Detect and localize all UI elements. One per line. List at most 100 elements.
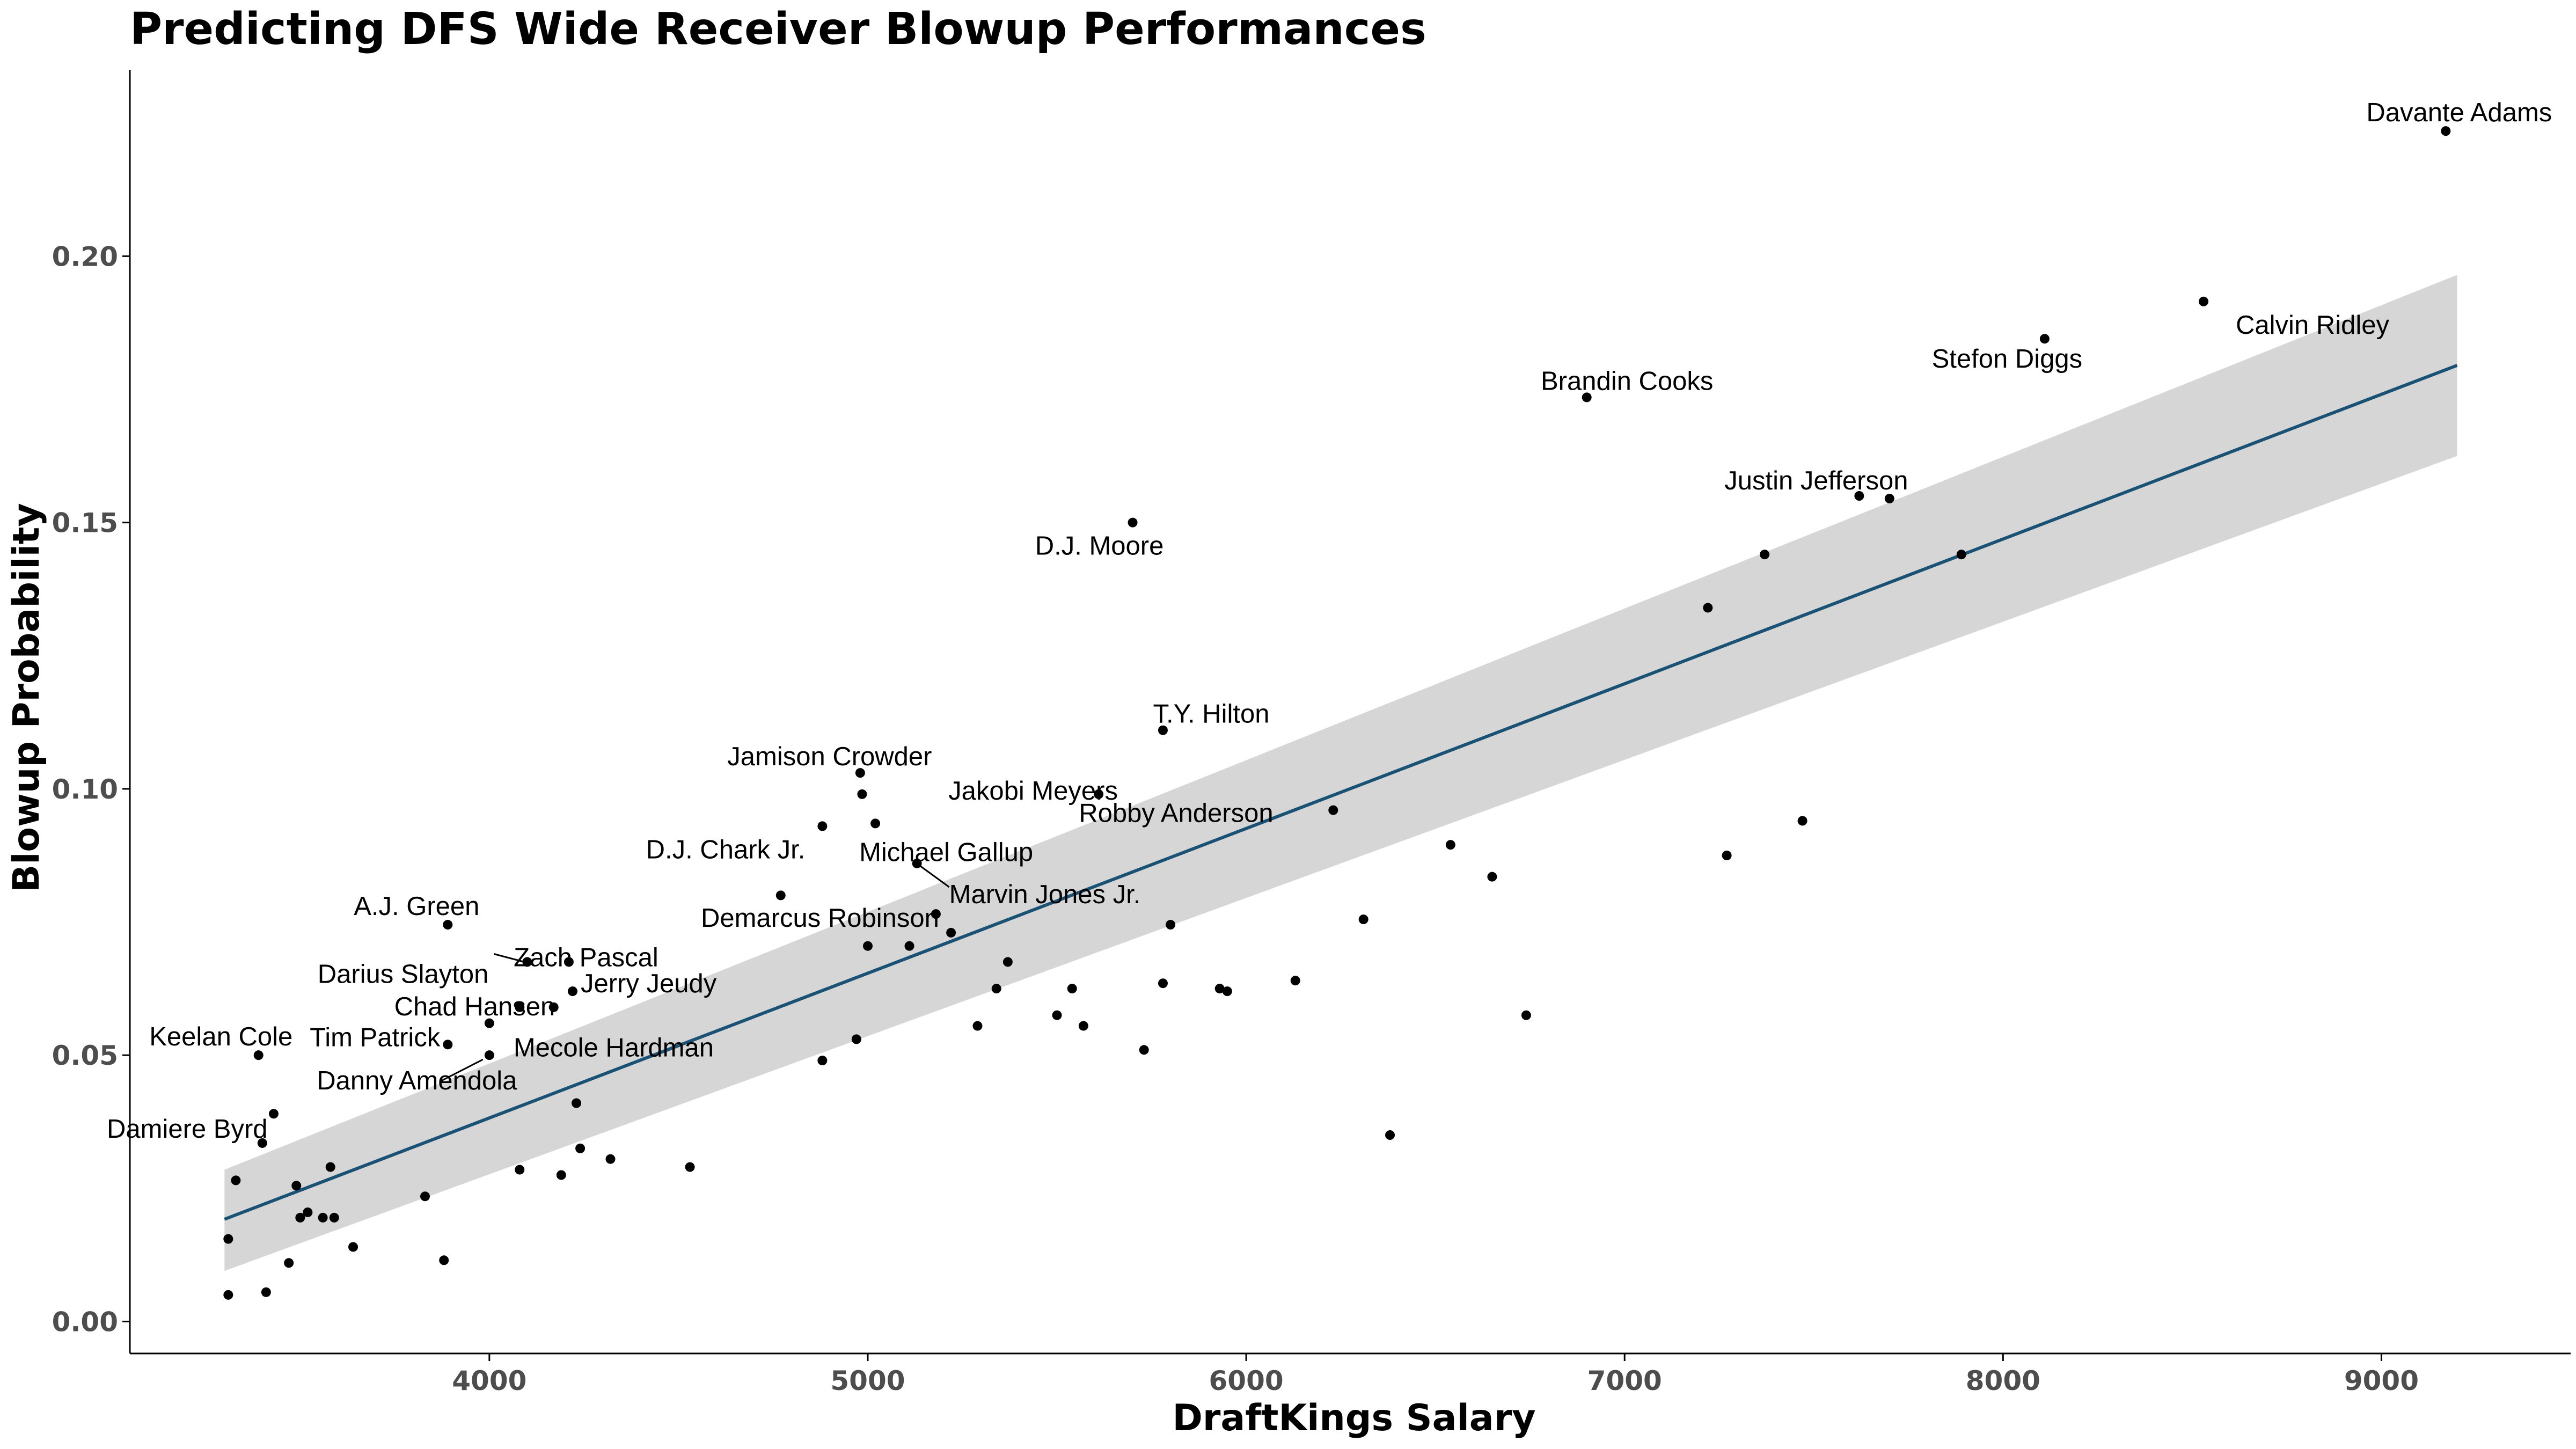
data-point <box>775 890 786 901</box>
chart-title: Predicting DFS Wide Receiver Blowup Perf… <box>130 4 1426 55</box>
data-point <box>1956 550 1966 560</box>
point-label: D.J. Chark Jr. <box>646 835 806 864</box>
data-point <box>1582 392 1592 402</box>
data-point <box>291 1181 302 1191</box>
label-leader-line <box>919 865 950 888</box>
data-point <box>567 986 577 997</box>
point-label: Stefon Diggs <box>1932 345 2083 374</box>
data-point <box>685 1162 695 1172</box>
data-point <box>1760 550 1770 560</box>
data-point <box>515 1002 525 1012</box>
data-point <box>855 768 865 778</box>
plot-area: 4000 5000 6000 7000 8000 9000 0.00 0.05 0.10 0.15… <box>52 70 2571 1396</box>
y-tick-label: 0.15 <box>52 508 118 539</box>
data-point <box>1139 1045 1149 1055</box>
data-point <box>1128 517 1138 528</box>
data-point <box>817 821 828 831</box>
point-label: Michael Gallup <box>859 838 1033 867</box>
data-point <box>1854 491 1864 501</box>
data-point <box>329 1212 339 1223</box>
y-tick-label: 0.20 <box>52 241 118 272</box>
x-tick-label: 4000 <box>452 1365 526 1396</box>
data-point <box>2441 126 2451 136</box>
y-axis-title: Blowup Probability <box>5 503 48 892</box>
data-point <box>912 858 922 868</box>
label-leader-line <box>441 1058 484 1082</box>
data-point <box>295 1212 305 1223</box>
data-point <box>223 1290 233 1300</box>
data-point <box>991 984 1001 994</box>
x-tick-label: 7000 <box>1587 1365 1662 1396</box>
y-tick-label: 0.05 <box>52 1040 118 1071</box>
data-point <box>817 1056 828 1066</box>
point-label: A.J. Green <box>354 892 479 921</box>
data-point <box>1002 957 1013 967</box>
point-label: Calvin Ridley <box>2236 311 2389 340</box>
data-point <box>1078 1021 1088 1031</box>
data-point <box>564 957 574 967</box>
data-point <box>261 1287 271 1297</box>
data-point <box>1487 872 1497 882</box>
x-tick-label: 5000 <box>830 1365 905 1396</box>
data-point <box>325 1162 335 1172</box>
data-point <box>1158 978 1168 989</box>
data-point <box>1385 1130 1395 1140</box>
y-tick-label: 0.00 <box>52 1306 118 1337</box>
point-label: Jakobi Meyers <box>948 777 1118 806</box>
data-point <box>1067 984 1077 994</box>
data-point <box>439 1255 449 1265</box>
data-point <box>946 927 956 938</box>
data-point <box>268 1109 279 1119</box>
x-tick-label: 6000 <box>1209 1365 1284 1396</box>
x-tick-label: 8000 <box>1966 1365 2040 1396</box>
data-point <box>1358 914 1368 925</box>
point-label: Damiere Byrd <box>107 1115 268 1144</box>
data-point <box>1884 493 1894 503</box>
data-point <box>972 1021 983 1031</box>
data-point <box>857 789 867 799</box>
point-label: Marvin Jones Jr. <box>949 880 1141 909</box>
point-label: Tim Patrick <box>310 1023 441 1052</box>
point-label: Chad Hansen <box>394 992 555 1021</box>
data-point <box>522 957 532 967</box>
point-label: Zach Pascal <box>514 943 658 972</box>
data-point <box>443 1040 453 1050</box>
data-point <box>1052 1010 1062 1020</box>
data-point <box>605 1154 616 1164</box>
point-label: Keelan Cole <box>149 1022 292 1051</box>
data-point <box>443 920 453 930</box>
point-label: Darius Slayton <box>318 960 489 989</box>
data-point <box>1290 976 1300 986</box>
data-point <box>1328 805 1338 815</box>
data-point <box>223 1234 233 1244</box>
point-label: Danny Amendola <box>317 1066 517 1095</box>
point-label: Mecole Hardman <box>514 1034 714 1063</box>
x-tick-label: 9000 <box>2344 1365 2419 1396</box>
point-label: Brandin Cooks <box>1541 367 1713 396</box>
data-point <box>931 909 941 919</box>
data-point <box>253 1050 264 1060</box>
data-point <box>484 1050 494 1060</box>
data-point <box>556 1170 566 1180</box>
x-axis-title: DraftKings Salary <box>1172 1397 1535 1439</box>
data-point <box>1214 984 1225 994</box>
data-point <box>284 1258 294 1268</box>
regression-line <box>224 364 2458 1221</box>
data-point <box>1445 840 1455 850</box>
data-point <box>851 1034 861 1044</box>
data-point <box>420 1191 430 1202</box>
data-point <box>2039 334 2050 344</box>
point-label: T.Y. Hilton <box>1153 700 1269 729</box>
data-point <box>1703 603 1713 613</box>
point-label: Davante Adams <box>2366 98 2552 127</box>
label-leader-line <box>493 953 525 963</box>
data-point <box>515 1165 525 1175</box>
data-point <box>1094 789 1104 799</box>
point-label: D.J. Moore <box>1035 532 1164 561</box>
point-label: Demarcus Robinson <box>701 904 939 933</box>
data-point <box>1158 725 1168 735</box>
y-tick-label: 0.10 <box>52 774 118 805</box>
data-point <box>1521 1010 1531 1020</box>
